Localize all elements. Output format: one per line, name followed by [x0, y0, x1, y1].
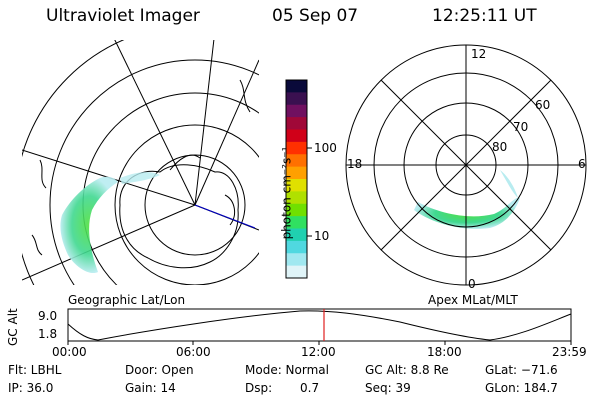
colorbar-band	[286, 117, 307, 130]
lat-label-70: 70	[513, 120, 529, 134]
colorbar-band	[286, 92, 307, 106]
colorbar-band	[286, 228, 307, 242]
colorbar-band	[286, 216, 307, 229]
colorbar-unit-label: photon cm⁻²s⁻¹	[279, 146, 294, 240]
geographic-map	[22, 40, 259, 285]
date-label: 05 Sep 07	[272, 6, 359, 26]
lat-label-80: 80	[492, 140, 508, 154]
colorbar-tick-10: 10	[314, 229, 330, 243]
altitude-ytick-1-8: 1.8	[38, 327, 58, 341]
footer-door: Door: Open	[125, 363, 194, 377]
mlt-label-6: 6	[578, 157, 586, 171]
footer-mode: Mode: Normal	[245, 363, 329, 377]
colorbar-band	[286, 166, 307, 180]
footer-seq: Seq: 39	[365, 381, 411, 395]
colorbar	[286, 80, 307, 279]
lat-label-60: 60	[535, 98, 551, 112]
colorbar-band	[286, 179, 307, 192]
altitude-xtick-0000: 00:00	[52, 345, 87, 359]
footer-gc-alt: GC Alt: 8.8 Re	[365, 363, 449, 377]
altitude-ylabel: GC Alt	[6, 308, 20, 346]
altitude-ytick-9: 9.0	[38, 309, 58, 323]
mlt-label-0: 0	[468, 277, 476, 291]
apex-polar-plot	[345, 44, 587, 286]
instrument-title: Ultraviolet Imager	[46, 6, 200, 26]
footer-glon: GLon: 184.7	[485, 381, 558, 395]
footer-glat: GLat: −71.6	[485, 363, 558, 377]
colorbar-band	[286, 129, 307, 143]
colorbar-band	[286, 154, 307, 168]
geographic-panel-label: Geographic Lat/Lon	[68, 293, 186, 307]
mlt-label-18: 18	[347, 157, 363, 171]
footer-filter: Flt: LBHL	[8, 363, 62, 377]
altitude-xtick-1200: 12:00	[301, 345, 336, 359]
colorbar-band	[286, 141, 307, 155]
footer-dsp-label: Dsp:	[245, 381, 273, 395]
footer-ip: IP: 36.0	[8, 381, 54, 395]
colorbar-band	[286, 253, 307, 267]
apex-panel-label: Apex MLat/MLT	[428, 293, 518, 307]
altitude-xtick-2359: 23:59	[552, 345, 587, 359]
colorbar-band	[286, 240, 307, 254]
altitude-xtick-0600: 06:00	[176, 345, 211, 359]
altitude-xtick-1800: 18:00	[427, 345, 462, 359]
time-label: 12:25:11 UT	[432, 6, 537, 26]
colorbar-band	[286, 203, 307, 217]
colorbar-band	[286, 80, 307, 93]
mlt-label-12: 12	[471, 47, 487, 61]
footer-dsp-value: 0.7	[300, 381, 320, 395]
altitude-plot	[67, 308, 572, 345]
colorbar-band	[286, 104, 307, 118]
colorbar-band	[286, 265, 307, 279]
colorbar-band	[286, 191, 307, 205]
footer-gain: Gain: 14	[125, 381, 176, 395]
colorbar-tick-100: 100	[314, 141, 337, 155]
